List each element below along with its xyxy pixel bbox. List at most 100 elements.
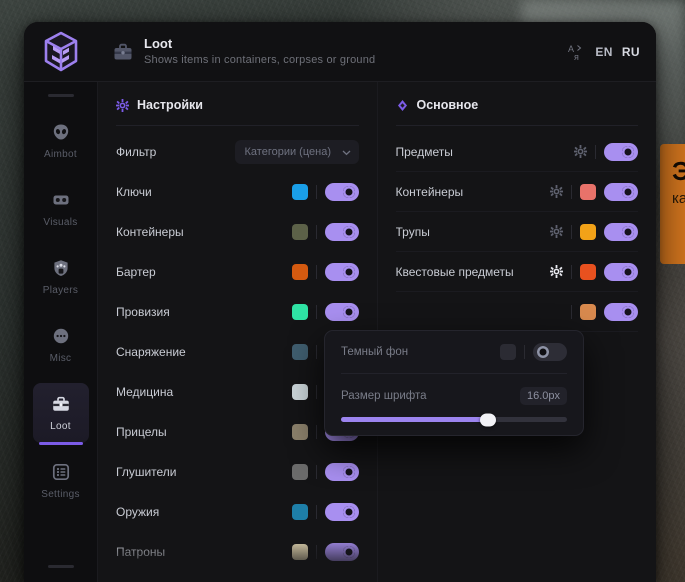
- category-toggle[interactable]: [324, 263, 359, 281]
- translate-icon[interactable]: A я: [568, 43, 586, 62]
- main-options-list: Предметы Контейнеры Трупы Квестовые предмет…: [395, 132, 638, 332]
- header-title-block: Loot Shows items in containers, corpses …: [98, 36, 568, 68]
- row-separator: [524, 345, 525, 359]
- category-toggle[interactable]: [324, 303, 359, 321]
- category-label-text: Контейнеры: [116, 225, 184, 239]
- main-option-color-swatch[interactable]: [580, 303, 596, 320]
- sidebar-item-settings[interactable]: Settings: [33, 451, 89, 511]
- category-toggle[interactable]: [324, 183, 359, 201]
- category-row: Контейнеры: [116, 212, 359, 252]
- main-option-toggle[interactable]: [604, 182, 638, 201]
- category-row: Магазины: [116, 572, 359, 582]
- sidebar-item-misc[interactable]: Misc: [33, 315, 89, 375]
- category-color-swatch[interactable]: [291, 504, 308, 520]
- main-option-color-swatch[interactable]: [580, 223, 596, 240]
- language-switcher: A я EN RU: [568, 43, 640, 62]
- row-separator: [571, 264, 572, 279]
- category-color-swatch[interactable]: [291, 464, 308, 480]
- sidebar: Aimbot Visuals: [24, 82, 98, 582]
- appearance-popup: Темный фон Размер шрифта 16.0px: [324, 330, 584, 436]
- font-size-value[interactable]: 16.0px: [519, 386, 567, 405]
- category-label-text: Прицелы: [116, 425, 167, 439]
- settings-heading: Настройки: [116, 98, 359, 126]
- category-toggle[interactable]: [324, 543, 359, 561]
- category-label: Ключи: [116, 185, 284, 199]
- category-row: Бартер: [116, 252, 359, 292]
- dark-background-row: Темный фон: [341, 331, 567, 374]
- row-separator: [571, 224, 572, 239]
- page-subtitle: Shows items in containers, corpses or gr…: [144, 53, 376, 66]
- app-window: Loot Shows items in containers, corpses …: [24, 22, 656, 582]
- category-color-swatch[interactable]: [291, 264, 308, 280]
- category-color-swatch[interactable]: [291, 384, 308, 400]
- category-color-swatch[interactable]: [291, 224, 308, 240]
- main-option-toggle[interactable]: [604, 262, 638, 281]
- dark-background-toggle[interactable]: [533, 343, 567, 361]
- dark-background-swatch[interactable]: [500, 344, 516, 360]
- category-color-swatch[interactable]: [291, 424, 308, 440]
- row-separator: [315, 505, 317, 519]
- gear-icon[interactable]: [550, 225, 563, 238]
- alien-head-icon: [51, 122, 71, 142]
- notification-banner[interactable]: Эт кае: [660, 144, 685, 264]
- goggles-icon: [51, 190, 71, 210]
- category-row: Снаряжение: [116, 332, 359, 372]
- font-size-row: Размер шрифта 16.0px: [341, 374, 567, 417]
- category-label: Патроны: [116, 545, 284, 559]
- font-size-slider-handle[interactable]: [479, 413, 496, 426]
- filter-row: Фильтр Категории (цена): [116, 132, 359, 172]
- row-separator: [571, 304, 572, 319]
- gear-icon[interactable]: [550, 265, 563, 278]
- category-label: Прицелы: [116, 425, 284, 439]
- category-row: Медицина: [116, 372, 359, 412]
- row-separator: [315, 425, 317, 439]
- category-label: Глушители: [116, 465, 284, 479]
- category-label-text: Медицина: [116, 385, 174, 399]
- sidebar-label-players: Players: [42, 285, 79, 296]
- main-option-row: Предметы: [395, 132, 638, 172]
- row-separator: [315, 385, 317, 399]
- category-toggle[interactable]: [324, 463, 359, 481]
- row-separator: [571, 184, 572, 199]
- row-separator: [315, 185, 317, 199]
- gear-icon[interactable]: [550, 185, 563, 198]
- font-size-label: Размер шрифта: [341, 389, 427, 402]
- main-option-label: Предметы: [395, 144, 453, 159]
- category-label-text: Провизия: [116, 305, 170, 319]
- main-option-color-swatch[interactable]: [580, 263, 596, 280]
- filter-select[interactable]: Категории (цена): [234, 140, 359, 164]
- sidebar-item-aimbot[interactable]: Aimbot: [33, 111, 89, 171]
- category-label: Снаряжение: [116, 345, 284, 359]
- diamond-icon: [396, 99, 409, 112]
- briefcase-icon: [112, 41, 134, 63]
- main-option-toggle[interactable]: [604, 222, 638, 241]
- notification-title: Эт: [672, 156, 685, 186]
- font-size-block: Размер шрифта 16.0px: [341, 374, 567, 435]
- font-size-slider[interactable]: [341, 413, 567, 426]
- sidebar-item-players[interactable]: Players: [33, 247, 89, 307]
- main-option-toggle[interactable]: [604, 302, 638, 321]
- category-color-swatch[interactable]: [291, 304, 308, 320]
- category-toggle[interactable]: [324, 223, 359, 241]
- font-size-slider-wrap: [341, 413, 567, 435]
- gear-icon: [116, 98, 129, 112]
- sidebar-item-visuals[interactable]: Visuals: [33, 179, 89, 239]
- main-option-label: Трупы: [395, 224, 430, 239]
- filter-label: Фильтр: [116, 145, 157, 159]
- notification-subtitle: кае: [672, 190, 685, 207]
- category-color-swatch[interactable]: [291, 344, 308, 360]
- category-toggle[interactable]: [324, 503, 359, 521]
- main-option-color-swatch[interactable]: [580, 183, 596, 200]
- briefcase-icon: [51, 394, 71, 414]
- main-option-toggle[interactable]: [604, 142, 638, 161]
- row-separator: [315, 465, 317, 479]
- row-separator: [315, 545, 317, 559]
- category-color-swatch[interactable]: [291, 184, 308, 200]
- lang-ru-button[interactable]: RU: [621, 44, 640, 59]
- lang-en-button[interactable]: EN: [595, 44, 613, 59]
- dark-background-label: Темный фон: [341, 346, 409, 358]
- gear-icon[interactable]: [574, 145, 587, 158]
- sidebar-item-loot[interactable]: Loot: [32, 383, 89, 445]
- category-color-swatch[interactable]: [291, 544, 308, 560]
- category-label: Медицина: [116, 385, 284, 399]
